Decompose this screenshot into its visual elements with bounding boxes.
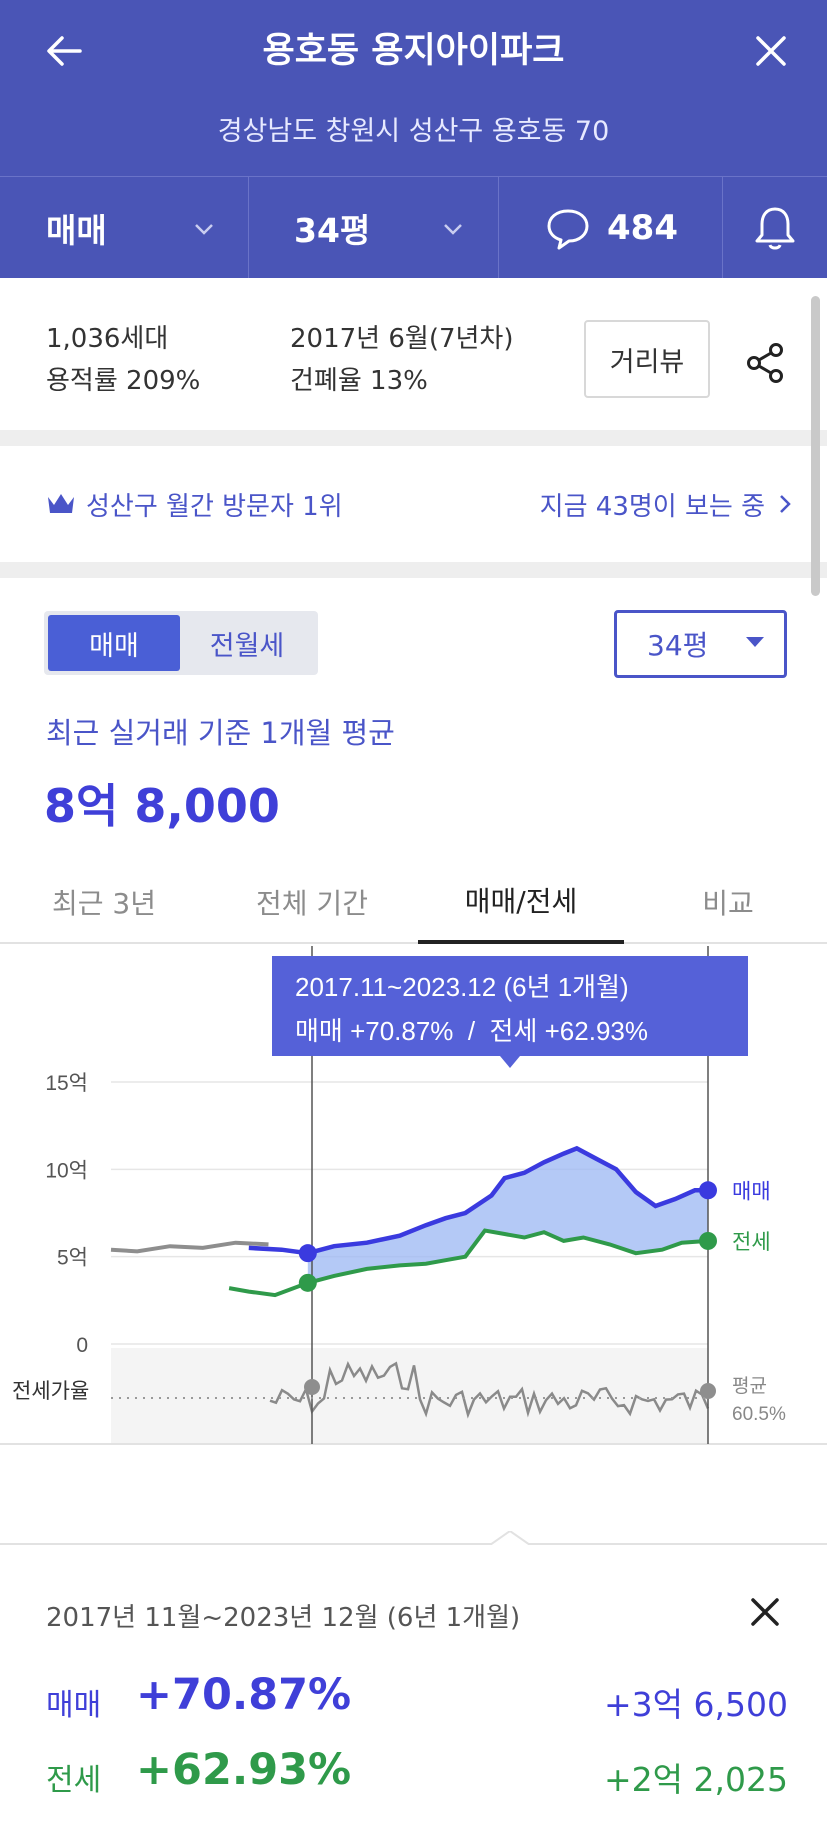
series-marker[interactable] bbox=[699, 1181, 717, 1200]
ratio-chart-label: 전세가율 bbox=[12, 1380, 89, 1403]
series-end-label: 매매 bbox=[732, 1180, 771, 1203]
panel-pointer bbox=[490, 1531, 530, 1545]
share-icon bbox=[747, 343, 783, 383]
chevron-down-icon bbox=[195, 224, 213, 235]
average-price: 8억 8,000 bbox=[44, 779, 280, 833]
rank-text: 성산구 월간 방문자 1위 bbox=[86, 491, 343, 522]
rent-percent: +62.93% bbox=[136, 1745, 352, 1795]
trade-type-label: 매매 bbox=[46, 211, 107, 250]
notification-button[interactable] bbox=[723, 177, 827, 279]
series-line-sale bbox=[248, 1145, 708, 1256]
crown-icon bbox=[48, 494, 74, 513]
section-divider bbox=[0, 430, 827, 446]
sale-rent-gap-area bbox=[307, 1148, 708, 1283]
close-icon bbox=[756, 36, 786, 66]
change-summary-panel: 2017년 11월~2023년 12월 (6년 1개월) 매매 +70.87% … bbox=[0, 1531, 827, 1823]
area-label: 34평 bbox=[294, 211, 371, 250]
tooltip-pointer bbox=[500, 1056, 520, 1068]
series-marker[interactable] bbox=[298, 1244, 317, 1263]
speech-bubble-icon bbox=[547, 209, 589, 250]
y-tick-label: 10억 bbox=[45, 1159, 88, 1182]
chart-tabs: 최근 3년 전체 기간 매매/전세 비교 bbox=[0, 860, 827, 944]
tab-all-period[interactable]: 전체 기간 bbox=[256, 887, 368, 920]
y-tick-label: 5억 bbox=[57, 1247, 88, 1270]
ratio-marker[interactable] bbox=[304, 1379, 320, 1395]
built-date-text: 2017년 6월(7년차) bbox=[290, 324, 514, 354]
area-select[interactable]: 34평 bbox=[614, 610, 787, 678]
chevron-right-icon bbox=[780, 495, 791, 513]
comments-button[interactable]: 484 bbox=[499, 177, 723, 279]
close-icon bbox=[751, 1598, 779, 1626]
complex-info: 1,036세대 용적률 209% 2017년 6월(7년차) 건폐율 13% 거… bbox=[0, 278, 827, 430]
scrollbar[interactable] bbox=[811, 296, 820, 596]
chart-tooltip bbox=[272, 956, 748, 1056]
sale-amount: +3억 6,500 bbox=[604, 1685, 788, 1724]
share-button[interactable] bbox=[740, 338, 790, 388]
tab-compare[interactable]: 비교 bbox=[702, 887, 754, 920]
series-end-label: 전세 bbox=[732, 1231, 771, 1254]
visitor-rank-banner[interactable]: 성산구 월간 방문자 1위 지금 43명이 보는 중 bbox=[0, 446, 827, 562]
summary-close-button[interactable] bbox=[740, 1587, 790, 1637]
page-title: 용호동 용지아이파크 bbox=[262, 31, 565, 71]
sale-change-row: 매매 +70.87% +3억 6,500 bbox=[46, 1670, 788, 1730]
ratio-marker[interactable] bbox=[700, 1383, 716, 1399]
caret-down-icon bbox=[746, 637, 764, 647]
average-label: 최근 실거래 기준 1개월 평균 bbox=[46, 716, 395, 750]
tooltip-period: 2017.11~2023.12 (6년 1개월) bbox=[295, 972, 629, 1002]
sale-percent: +70.87% bbox=[136, 1670, 352, 1720]
rent-label: 전세 bbox=[46, 1763, 102, 1798]
viewers-link[interactable]: 지금 43명이 보는 중 bbox=[540, 486, 793, 523]
series-line-rent bbox=[228, 1228, 709, 1298]
ratio-average-value: 60.5% bbox=[732, 1404, 786, 1425]
area-select-value: 34평 bbox=[647, 629, 709, 662]
address-text: 경상남도 창원시 성산구 용호동 70 bbox=[217, 116, 610, 147]
rank-label: 성산구 월간 방문자 1위 bbox=[46, 486, 343, 523]
y-tick-label: 0 bbox=[76, 1334, 88, 1357]
y-tick-label: 15억 bbox=[45, 1072, 88, 1095]
header-top: 용호동 용지아이파크 bbox=[0, 0, 827, 100]
summary-period: 2017년 11월~2023년 12월 (6년 1개월) bbox=[46, 1603, 521, 1633]
street-view-button[interactable]: 거리뷰 bbox=[584, 320, 710, 398]
price-chart-svg: 15억10억5억02016201820202022 2017.11~2023.1… bbox=[0, 946, 827, 1490]
info-column-2: 2017년 6월(7년차) 건폐율 13% bbox=[290, 318, 513, 402]
series-marker[interactable] bbox=[298, 1273, 317, 1292]
households-text: 1,036세대 bbox=[46, 324, 169, 354]
info-column-1: 1,036세대 용적률 209% bbox=[46, 318, 200, 402]
chevron-down-icon bbox=[444, 224, 462, 235]
area-dropdown[interactable]: 34평 bbox=[249, 177, 499, 279]
ratio-average-label: 평균 bbox=[732, 1375, 767, 1397]
rent-change-row: 전세 +62.93% +2억 2,025 bbox=[46, 1745, 788, 1805]
header-filter-bar: 매매 34평 484 bbox=[0, 176, 827, 279]
close-button[interactable] bbox=[746, 26, 796, 76]
ratio-chart-background bbox=[111, 1348, 708, 1444]
back-button[interactable] bbox=[40, 26, 90, 76]
coverage-ratio-text: 건폐율 13% bbox=[290, 366, 428, 396]
tooltip-change: 매매 +70.87% / 전세 +62.93% bbox=[295, 1016, 648, 1046]
tab-sale-rent[interactable]: 매매/전세 bbox=[418, 860, 624, 944]
section-divider bbox=[0, 562, 827, 578]
app-header: 용호동 용지아이파크 경상남도 창원시 성산구 용호동 70 매매 34평 bbox=[0, 0, 827, 279]
trade-type-dropdown[interactable]: 매매 bbox=[0, 177, 249, 279]
series-line-prior bbox=[110, 1240, 269, 1254]
tab-recent-3y[interactable]: 최근 3년 bbox=[52, 887, 156, 920]
floor-area-ratio-text: 용적률 209% bbox=[46, 366, 201, 396]
series-marker[interactable] bbox=[699, 1231, 717, 1250]
rent-amount: +2억 2,025 bbox=[604, 1760, 788, 1799]
arrow-left-icon bbox=[47, 36, 82, 66]
toggle-rent[interactable]: 전월세 bbox=[209, 630, 285, 662]
comment-count: 484 bbox=[607, 208, 678, 248]
sale-label: 매매 bbox=[46, 1688, 102, 1723]
bell-icon bbox=[755, 207, 795, 250]
ratio-line bbox=[269, 1360, 710, 1419]
trade-toggle: 매매 전월세 bbox=[44, 611, 318, 675]
toggle-sale[interactable]: 매매 bbox=[48, 615, 180, 671]
viewers-text: 지금 43명이 보는 중 bbox=[539, 491, 765, 522]
price-chart[interactable]: 15억10억5억02016201820202022 2017.11~2023.1… bbox=[0, 946, 827, 1490]
